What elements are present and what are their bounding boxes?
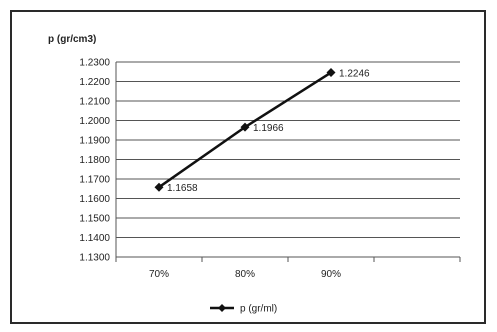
y-axis-title: p (gr/cm3) (48, 34, 96, 45)
x-tick-label: 70% (149, 269, 169, 280)
x-tick-label: 80% (235, 269, 255, 280)
y-tick-label: 1.1900 (79, 136, 110, 147)
y-tick-label: 1.2300 (79, 58, 110, 69)
x-tick-label: 90% (321, 269, 341, 280)
data-point-marker (154, 182, 164, 192)
legend-label: p (gr/ml) (240, 304, 277, 315)
data-label: 1.1658 (167, 183, 198, 194)
y-tick-label: 1.2200 (79, 77, 110, 88)
series-group: 1.1658 1.1966 1.2246 (154, 68, 370, 194)
line-chart: p (gr/cm3) 1.1300 1.1400 1.1500 1.1600 1.170… (48, 34, 461, 315)
y-tick-label: 1.2000 (79, 116, 110, 127)
chart-frame: p (gr/cm3) 1.1300 1.1400 1.1500 1.1600 1.170… (10, 10, 486, 324)
data-label: 1.2246 (339, 69, 370, 80)
y-tick-labels: 1.1300 1.1400 1.1500 1.1600 1.1700 1.1800 1.19… (79, 58, 110, 264)
y-tick-label: 1.1300 (79, 253, 110, 264)
y-tick-label: 1.1600 (79, 194, 110, 205)
data-point-marker (240, 122, 250, 132)
gridlines (115, 61, 460, 258)
data-label: 1.1966 (253, 123, 284, 134)
y-tick-label: 1.1800 (79, 155, 110, 166)
y-tick-label: 1.1500 (79, 214, 110, 225)
y-tick-label: 1.1700 (79, 175, 110, 186)
x-axis: 70% 80% 90% (115, 257, 461, 280)
legend: p (gr/ml) (210, 304, 277, 315)
y-tick-label: 1.1400 (79, 233, 110, 244)
data-point-marker (326, 68, 336, 78)
legend-marker-icon (218, 304, 226, 312)
y-tick-label: 1.2100 (79, 97, 110, 108)
